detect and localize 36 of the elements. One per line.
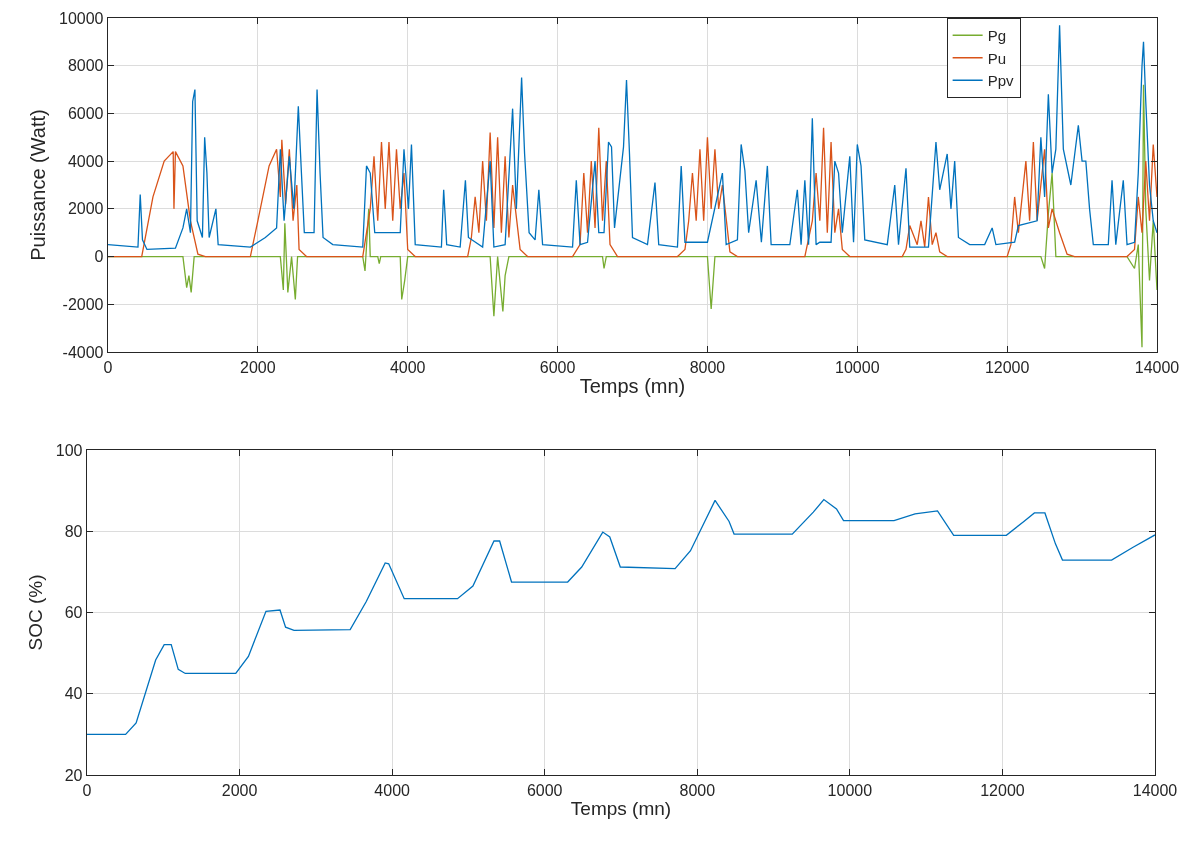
x-tick-label: 6000 (526, 781, 563, 799)
y-axis-title: Puissance (Watt) (26, 109, 49, 261)
y-tick-label: 8000 (67, 57, 104, 75)
x-tick-label: 8000 (689, 358, 726, 376)
y-tick-label: 4000 (67, 152, 104, 170)
y-tick-label: 2000 (67, 200, 104, 218)
x-tick-label: 10000 (827, 781, 873, 799)
x-tick-label: 4000 (374, 781, 411, 799)
x-tick-label: 8000 (679, 781, 716, 799)
x-tick-label: 6000 (539, 358, 576, 376)
y-tick-label: 20 (64, 766, 83, 784)
y-tick-label: 60 (64, 604, 83, 622)
y-tick-label: 100 (55, 441, 83, 459)
y-tick-label: -2000 (62, 295, 104, 313)
x-tick-label: 2000 (221, 781, 258, 799)
x-axis-title: Temps (mn) (570, 798, 672, 820)
line-series (108, 24, 1157, 251)
legend-label: Ppv (987, 72, 1014, 90)
y-tick-label: 6000 (67, 105, 104, 123)
line-series (87, 498, 1155, 736)
y-tick-label: 10000 (59, 9, 104, 27)
x-tick-label: 4000 (389, 358, 426, 376)
y-tick-label: 80 (64, 522, 83, 540)
x-axis-title: Temps (mn) (579, 374, 686, 397)
legend-label: Pu (987, 49, 1006, 67)
x-tick-label: 12000 (984, 358, 1030, 376)
legend-label: Pg (987, 27, 1006, 45)
y-axis-title: SOC (%) (24, 574, 46, 651)
y-tick-label: -4000 (62, 343, 104, 361)
x-tick-label: 14000 (1134, 358, 1180, 376)
y-tick-label: 0 (94, 248, 104, 266)
x-tick-label: 12000 (980, 781, 1025, 799)
y-tick-label: 40 (64, 685, 83, 703)
x-tick-label: 10000 (835, 358, 880, 376)
x-tick-label: 14000 (1132, 781, 1178, 799)
x-tick-label: 2000 (240, 358, 276, 376)
